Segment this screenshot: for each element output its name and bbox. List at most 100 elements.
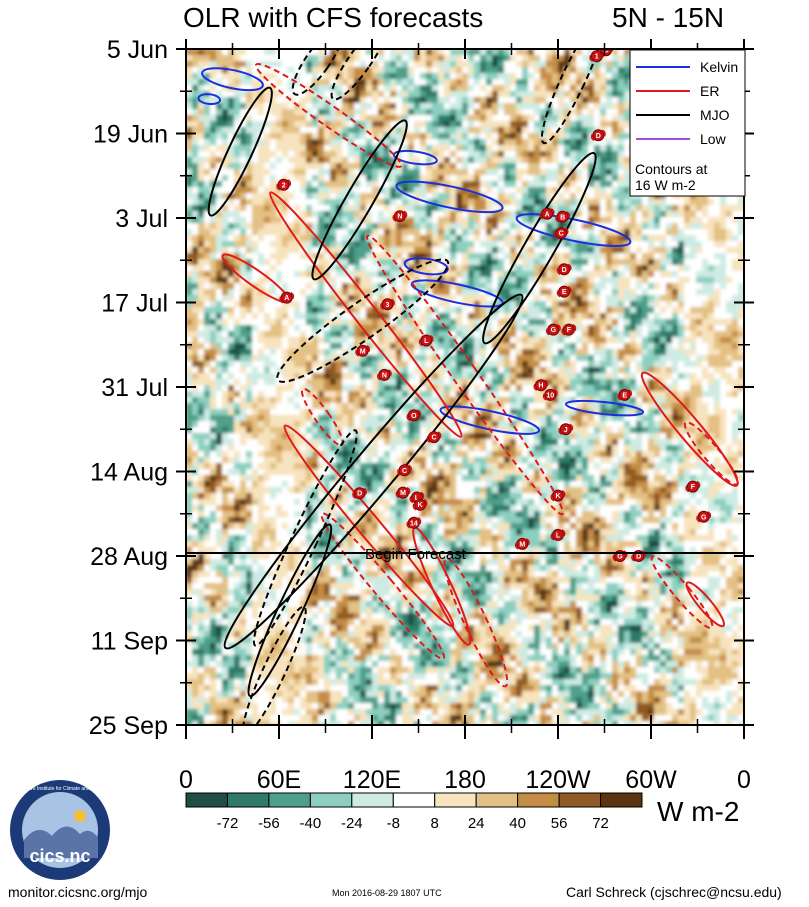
- olr-cell: [486, 289, 493, 296]
- olr-cell: [582, 205, 589, 212]
- olr-cell: [210, 67, 217, 74]
- olr-cell: [414, 301, 421, 308]
- olr-cell: [300, 73, 307, 80]
- olr-cell: [342, 205, 349, 212]
- olr-cell: [360, 241, 367, 248]
- olr-cell: [402, 301, 409, 308]
- olr-cell: [294, 283, 301, 290]
- olr-cell: [666, 229, 673, 236]
- olr-cell: [606, 223, 613, 230]
- olr-cell: [264, 73, 271, 80]
- olr-cell: [444, 79, 451, 86]
- olr-cell: [552, 49, 559, 56]
- olr-cell: [618, 313, 625, 320]
- olr-cell: [642, 271, 649, 278]
- olr-cell: [558, 199, 565, 206]
- olr-cell: [324, 151, 331, 158]
- olr-cell: [678, 313, 685, 320]
- olr-cell: [462, 319, 469, 326]
- olr-cell: [636, 259, 643, 266]
- olr-cell: [192, 259, 199, 266]
- olr-cell: [684, 271, 691, 278]
- olr-cell: [408, 85, 415, 92]
- olr-cell: [546, 187, 553, 194]
- olr-cell: [630, 199, 637, 206]
- olr-cell: [252, 241, 259, 248]
- olr-cell: [630, 205, 637, 212]
- olr-cell: [696, 355, 703, 362]
- olr-cell: [432, 163, 439, 170]
- olr-cell: [246, 133, 253, 140]
- olr-cell: [210, 259, 217, 266]
- olr-cell: [402, 157, 409, 164]
- olr-cell: [474, 337, 481, 344]
- olr-cell: [258, 325, 265, 332]
- olr-cell: [456, 229, 463, 236]
- olr-cell: [498, 61, 505, 68]
- olr-cell: [486, 157, 493, 164]
- olr-cell: [672, 289, 679, 296]
- olr-cell: [564, 115, 571, 122]
- olr-cell: [258, 61, 265, 68]
- olr-cell: [396, 67, 403, 74]
- olr-cell: [240, 355, 247, 362]
- olr-cell: [396, 367, 403, 374]
- olr-cell: [444, 307, 451, 314]
- olr-cell: [372, 103, 379, 110]
- olr-cell: [594, 301, 601, 308]
- olr-cell: [588, 343, 595, 350]
- olr-cell: [720, 277, 727, 284]
- olr-cell: [402, 367, 409, 374]
- olr-cell: [390, 73, 397, 80]
- olr-cell: [300, 163, 307, 170]
- olr-cell: [204, 157, 211, 164]
- olr-cell: [498, 247, 505, 254]
- olr-cell: [504, 259, 511, 266]
- olr-cell: [732, 343, 739, 350]
- olr-cell: [492, 241, 499, 248]
- olr-cell: [192, 199, 199, 206]
- olr-cell: [462, 343, 469, 350]
- olr-cell: [510, 121, 517, 128]
- olr-cell: [288, 97, 295, 104]
- olr-cell: [300, 349, 307, 356]
- olr-cell: [540, 259, 547, 266]
- olr-cell: [264, 193, 271, 200]
- olr-cell: [642, 199, 649, 206]
- olr-cell: [366, 169, 373, 176]
- olr-cell: [186, 325, 193, 332]
- olr-cell: [228, 217, 235, 224]
- olr-cell: [342, 223, 349, 230]
- olr-cell: [360, 55, 367, 62]
- olr-cell: [636, 307, 643, 314]
- olr-cell: [558, 67, 565, 74]
- olr-cell: [294, 271, 301, 278]
- olr-cell: [300, 235, 307, 242]
- olr-cell: [654, 319, 661, 326]
- olr-cell: [426, 73, 433, 80]
- olr-cell: [402, 55, 409, 62]
- olr-cell: [492, 121, 499, 128]
- olr-cell: [504, 367, 511, 374]
- olr-cell: [210, 49, 217, 56]
- olr-cell: [192, 349, 199, 356]
- olr-cell: [312, 241, 319, 248]
- olr-cell: [318, 289, 325, 296]
- olr-cell: [486, 121, 493, 128]
- olr-cell: [354, 91, 361, 98]
- olr-cell: [348, 265, 355, 272]
- olr-cell: [192, 139, 199, 146]
- olr-cell: [648, 289, 655, 296]
- olr-cell: [282, 115, 289, 122]
- olr-cell: [354, 247, 361, 254]
- olr-cell: [618, 283, 625, 290]
- olr-cell: [372, 367, 379, 374]
- olr-cell: [426, 193, 433, 200]
- olr-cell: [624, 253, 631, 260]
- olr-cell: [396, 349, 403, 356]
- olr-cell: [486, 259, 493, 266]
- olr-cell: [444, 145, 451, 152]
- olr-cell: [378, 67, 385, 74]
- olr-cell: [420, 343, 427, 350]
- olr-cell: [540, 85, 547, 92]
